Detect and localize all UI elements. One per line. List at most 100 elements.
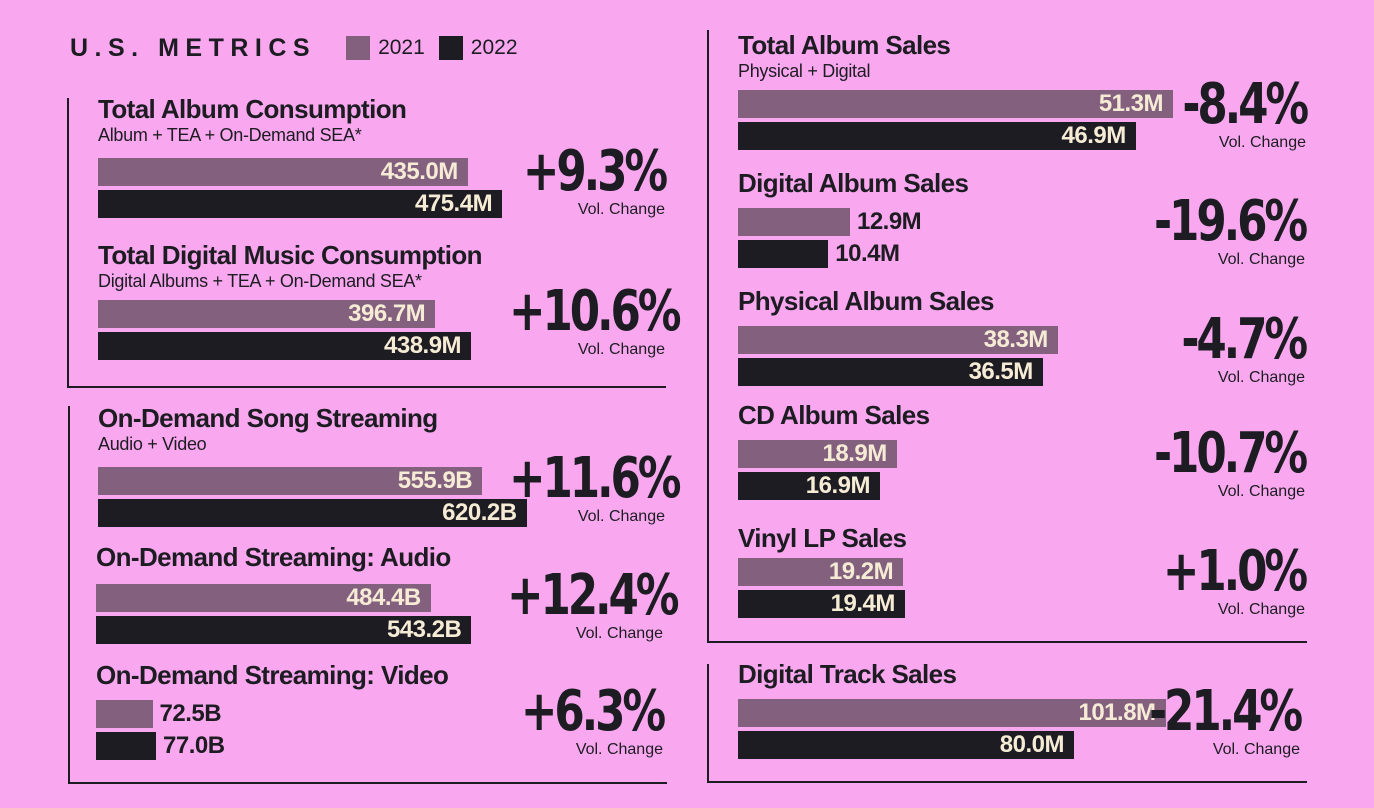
bar-2021 [98, 158, 468, 186]
bar-2022 [738, 590, 905, 618]
bar-label-2022: 10.4M [835, 240, 900, 267]
bar-label-2021: 101.8M [1078, 699, 1156, 726]
bar-2022 [738, 472, 880, 500]
volume-change-label: Vol. Change [575, 625, 663, 642]
volume-change-value: +11.6% [509, 446, 682, 511]
frame-album-sales [707, 30, 1307, 643]
bar-2022 [96, 616, 472, 644]
legend-item-2022: 2022 [438, 36, 518, 60]
volume-change-label: Vol. Change [1217, 251, 1305, 268]
volume-change-value: +10.6% [509, 279, 682, 344]
bar-2021 [738, 440, 897, 468]
volume-change-value: +9.3% [522, 139, 668, 204]
bar-label-2022: 543.2B [386, 616, 462, 643]
metric-title: Digital Track Sales [738, 659, 957, 689]
bar-2021 [738, 326, 1058, 354]
metric-subtitle: Audio + Video [98, 434, 207, 454]
bar-2021 [98, 467, 483, 495]
bar-2021 [738, 699, 1166, 727]
metric-title: Physical Album Sales [738, 286, 994, 316]
legend-label-2022: 2022 [470, 36, 518, 59]
volume-change-value: -19.6% [1154, 189, 1308, 254]
bar-label-2022: 19.4M [830, 590, 896, 617]
bar-label-2022: 620.2B [442, 499, 517, 526]
bar-label-2021: 18.9M [822, 440, 888, 467]
bar-label-2021: 72.5B [159, 700, 222, 727]
bar-label-2021: 38.3M [983, 326, 1049, 353]
bar-label-2022: 77.0B [163, 732, 225, 759]
metric-title: On-Demand Song Streaming [98, 403, 438, 433]
volume-change: +12.4% Vol. Change [463, 563, 680, 644]
volume-change-value: -4.7% [1181, 307, 1308, 372]
bar-2022 [98, 332, 472, 360]
metric-subtitle: Album + TEA + On-Demand SEA* [98, 125, 362, 145]
bar-2021 [96, 700, 153, 728]
bar-2022 [98, 499, 527, 527]
legend-label-2021: 2021 [378, 36, 425, 59]
bar-label-2021: 12.9M [856, 208, 922, 235]
volume-change-label: Vol. Change [577, 508, 665, 525]
volume-change: +11.6% Vol. Change [465, 446, 682, 527]
legend-swatch-2021 [346, 36, 371, 60]
bar-2022 [738, 731, 1074, 759]
volume-change: -19.6% Vol. Change [1105, 189, 1308, 270]
volume-change: -10.7% Vol. Change [1105, 421, 1308, 502]
bar-label-2021: 396.7M [348, 300, 426, 327]
metric-title: Total Album Consumption [98, 94, 407, 124]
volume-change-label: Vol. Change [1212, 741, 1300, 758]
volume-change-label: Vol. Change [575, 741, 663, 758]
bar-label-2022: 46.9M [1061, 122, 1127, 149]
volume-change-label: Vol. Change [577, 201, 665, 218]
bar-2022 [738, 240, 829, 268]
bar-label-2022: 36.5M [968, 358, 1034, 385]
volume-change-value: -10.7% [1154, 421, 1308, 486]
bar-label-2021: 435.0M [380, 158, 459, 185]
volume-change-label: Vol. Change [1217, 483, 1305, 500]
bar-label-2022: 80.0M [999, 731, 1065, 758]
frame-track-sales [707, 664, 1307, 783]
metric-title: Digital Album Sales [738, 168, 969, 198]
volume-change-value: +12.4% [507, 563, 680, 628]
volume-change-label: Vol. Change [1217, 369, 1305, 386]
volume-change: +9.3% Vol. Change [465, 139, 668, 220]
metric-title: On-Demand Streaming: Video [96, 660, 449, 690]
volume-change: -8.4% Vol. Change [1106, 72, 1309, 153]
bar-label-2021: 484.4B [346, 584, 421, 611]
bar-2022 [96, 732, 157, 760]
legend-swatch-2022 [438, 36, 463, 60]
legend: 2021 2022 [346, 36, 531, 60]
bar-label-2022: 16.9M [805, 472, 871, 499]
metric-subtitle: Digital Albums + TEA + On-Demand SEA* [98, 271, 422, 291]
frame-album-consumption [67, 98, 666, 388]
metric-title: Total Album Sales [738, 30, 951, 60]
bar-label-2021: 19.2M [828, 558, 894, 585]
bar-label-2021: 555.9B [397, 467, 473, 494]
bar-2021 [96, 584, 431, 612]
volume-change-value: -8.4% [1182, 72, 1309, 137]
volume-change-value: +1.0% [1162, 539, 1308, 604]
volume-change: +10.6% Vol. Change [465, 279, 682, 360]
bar-2022 [738, 122, 1136, 150]
legend-item-2021: 2021 [346, 36, 425, 60]
metric-title: Total Digital Music Consumption [98, 240, 483, 270]
bar-2022 [738, 358, 1043, 386]
bar-2022 [98, 190, 503, 218]
metric-subtitle: Physical + Digital [738, 61, 871, 81]
bar-2021 [738, 208, 850, 236]
volume-change-label: Vol. Change [577, 341, 665, 358]
bar-2021 [738, 558, 904, 586]
frame-streaming [68, 406, 667, 784]
header: U.S. METRICS 2021 2022 [70, 30, 532, 66]
volume-change: -4.7% Vol. Change [1105, 307, 1308, 388]
volume-change: -21.4% Vol. Change [1100, 679, 1303, 760]
metric-title: Vinyl LP Sales [738, 523, 907, 553]
metric-title: On-Demand Streaming: Audio [96, 542, 451, 572]
volume-change: +6.3% Vol. Change [463, 679, 666, 760]
volume-change: +1.0% Vol. Change [1105, 539, 1308, 620]
volume-change-label: Vol. Change [1218, 134, 1306, 151]
volume-change-value: +6.3% [520, 679, 666, 744]
bar-label-2022: 475.4M [415, 190, 493, 217]
volume-change-value: -21.4% [1149, 679, 1303, 744]
bar-label-2021: 51.3M [1098, 90, 1164, 117]
metric-title: CD Album Sales [738, 400, 930, 430]
